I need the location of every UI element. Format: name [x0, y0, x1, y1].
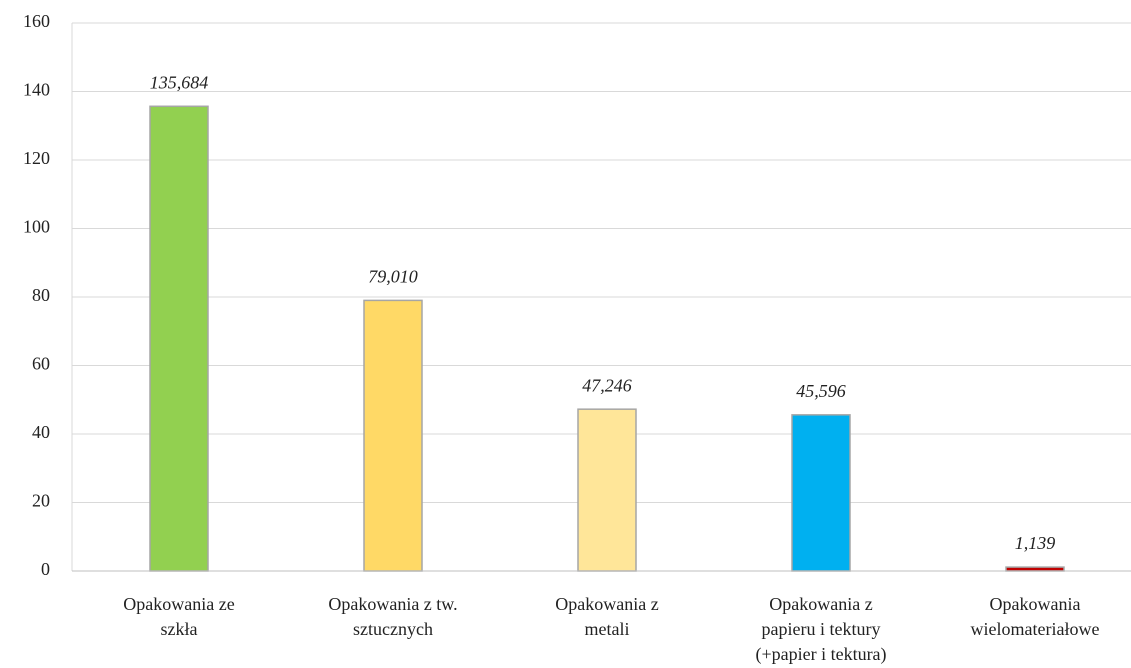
- y-tick-label: 20: [32, 491, 50, 511]
- bar: [577, 408, 637, 572]
- x-tick-label: Opakowania z papieru i tektury (+papier i …: [755, 594, 886, 665]
- x-tick-label: Opakowania ze szkła: [123, 594, 234, 639]
- bar: [363, 299, 423, 572]
- value-label: 47,246: [582, 375, 632, 395]
- y-tick-label: 0: [41, 559, 50, 579]
- bar: [149, 105, 209, 572]
- value-label: 45,596: [796, 381, 846, 401]
- y-tick-label: 160: [23, 11, 50, 31]
- y-tick-label: 60: [32, 354, 50, 374]
- y-tick-label: 100: [23, 217, 50, 237]
- y-tick-label: 80: [32, 285, 50, 305]
- value-label: 79,010: [368, 267, 418, 287]
- x-tick-label: Opakowania z tw. sztucznych: [328, 594, 457, 639]
- bar: [1005, 566, 1065, 572]
- y-tick-label: 40: [32, 422, 50, 442]
- y-tick-label: 140: [23, 80, 50, 100]
- value-label: 1,139: [1015, 533, 1056, 553]
- x-tick-label: Opakowania wielomateriałowe: [971, 594, 1100, 639]
- bar: [791, 414, 851, 572]
- x-tick-label: Opakowania z metali: [555, 594, 658, 639]
- y-tick-label: 120: [23, 148, 50, 168]
- value-label: 135,684: [150, 72, 209, 92]
